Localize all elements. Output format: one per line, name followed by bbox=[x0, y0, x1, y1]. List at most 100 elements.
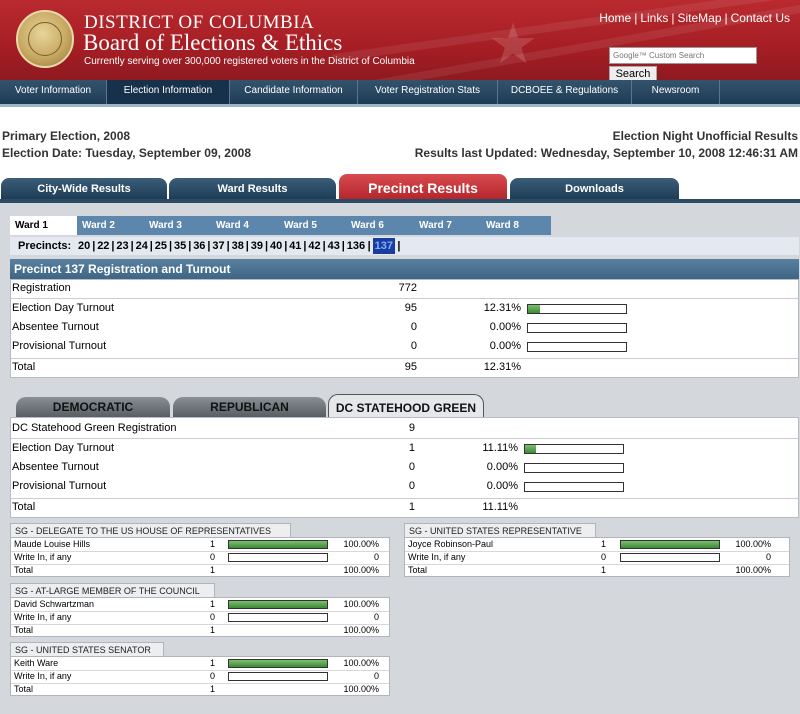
turnout-progress-bar bbox=[527, 342, 627, 352]
candidate-votes: 1 bbox=[209, 565, 215, 575]
turnout-row-percent: 11.11% bbox=[482, 442, 518, 454]
turnout-row-label: Total bbox=[12, 361, 36, 373]
turnout-progress-fill bbox=[525, 445, 536, 453]
link-separator: | bbox=[724, 11, 728, 25]
dc-seal-logo[interactable] bbox=[16, 10, 74, 68]
candidate-percent: 0 bbox=[373, 552, 379, 562]
precinct-link-42[interactable]: 42 bbox=[308, 240, 321, 252]
turnout-row-label: Election Day Turnout bbox=[12, 302, 115, 314]
candidate-name: Joyce Robinson-Paul bbox=[408, 539, 494, 549]
candidate-vote-fill bbox=[229, 541, 327, 548]
candidate-vote-bar bbox=[228, 553, 328, 562]
precinct-separator: | bbox=[303, 240, 307, 252]
site-title-line2: Board of Elections & Ethics bbox=[83, 30, 343, 55]
contest-total-label: Total bbox=[408, 565, 428, 575]
contest-total-label: Total bbox=[14, 625, 34, 635]
candidate-vote-bar bbox=[228, 613, 328, 622]
ward-tab-1[interactable]: Ward 1 bbox=[10, 216, 77, 235]
precinct-link-41[interactable]: 41 bbox=[289, 240, 302, 252]
search-button[interactable]: Search bbox=[609, 66, 657, 80]
candidate-name: Write In, if any bbox=[14, 671, 72, 681]
precinct-link-37[interactable]: 37 bbox=[212, 240, 225, 252]
nav-dcboee-regulations[interactable]: DCBOEE & Regulations bbox=[498, 80, 632, 104]
tab-ward-results[interactable]: Ward Results bbox=[169, 178, 336, 200]
candidate-percent: 100.00% bbox=[343, 684, 379, 694]
nav-election-information[interactable]: Election Information bbox=[107, 80, 230, 104]
ward-tab-3[interactable]: Ward 3 bbox=[149, 220, 182, 231]
precinct-link-40[interactable]: 40 bbox=[270, 240, 283, 252]
turnout-row-percent: 0.00% bbox=[489, 321, 521, 333]
precinct-link-136[interactable]: 136 bbox=[346, 240, 366, 252]
nav-candidate-information[interactable]: Candidate Information bbox=[230, 80, 358, 104]
contest-table bbox=[404, 537, 790, 577]
precinct-separator: | bbox=[111, 240, 115, 252]
precinct-separator: | bbox=[367, 240, 371, 252]
candidate-name: David Schwartzman bbox=[14, 599, 95, 609]
precinct-separator: | bbox=[226, 240, 230, 252]
turnout-title: Precinct 137 Registration and Turnout bbox=[10, 259, 799, 279]
ward-tab-2[interactable]: Ward 2 bbox=[82, 220, 115, 231]
tab-city-wide-results[interactable]: City-Wide Results bbox=[1, 178, 167, 200]
contest-row-divider bbox=[11, 670, 389, 671]
tab-democratic[interactable]: DEMOCRATIC bbox=[16, 397, 170, 418]
ward-tab-8[interactable]: Ward 8 bbox=[486, 220, 519, 231]
candidate-votes: 0 bbox=[209, 671, 215, 681]
precinct-link-38[interactable]: 38 bbox=[231, 240, 244, 252]
turnout-row-label: DC Statehood Green Registration bbox=[12, 422, 177, 434]
link-separator: | bbox=[634, 11, 638, 25]
precinct-separator: | bbox=[149, 240, 153, 252]
candidate-percent: 100.00% bbox=[343, 565, 379, 575]
precinct-link-137[interactable]: 137 bbox=[372, 238, 395, 254]
tab-bar bbox=[0, 199, 800, 203]
candidate-vote-bar bbox=[620, 540, 720, 549]
tab-dc-statehood-green[interactable]: DC STATEHOOD GREEN bbox=[328, 394, 484, 418]
contact-us-link[interactable]: Contact Us bbox=[730, 11, 790, 25]
candidate-votes: 1 bbox=[209, 684, 215, 694]
precinct-link-43[interactable]: 43 bbox=[327, 240, 340, 252]
links-link[interactable]: Links bbox=[640, 11, 669, 25]
nav-newsroom[interactable]: Newsroom bbox=[632, 80, 720, 104]
turnout-row-count: 95 bbox=[404, 302, 417, 314]
nav-voter-information[interactable]: Voter Information bbox=[0, 80, 107, 104]
ward-tab-5[interactable]: Ward 5 bbox=[284, 220, 317, 231]
turnout-row-count: 0 bbox=[410, 340, 417, 352]
precinct-link-25[interactable]: 25 bbox=[154, 240, 168, 252]
candidate-vote-fill bbox=[229, 660, 327, 667]
contest-title: SG - AT-LARGE MEMBER OF THE COUNCIL bbox=[10, 583, 215, 597]
ward-tab-6[interactable]: Ward 6 bbox=[351, 220, 384, 231]
search-input[interactable] bbox=[609, 47, 757, 64]
tab-downloads[interactable]: Downloads bbox=[510, 178, 679, 200]
precinct-link-39[interactable]: 39 bbox=[250, 240, 264, 252]
tab-republican[interactable]: REPUBLICAN bbox=[173, 397, 326, 418]
candidate-vote-bar bbox=[228, 600, 328, 609]
precinct-link-20[interactable]: 20 bbox=[78, 240, 91, 252]
precinct-link-35[interactable]: 35 bbox=[174, 240, 187, 252]
candidate-percent: 100.00% bbox=[735, 565, 771, 575]
star-icon: ★ bbox=[488, 12, 539, 75]
contest-total-label: Total bbox=[14, 565, 34, 575]
candidate-vote-fill bbox=[229, 601, 327, 608]
candidate-percent: 0 bbox=[373, 612, 379, 622]
turnout-row-percent: 12.31% bbox=[483, 361, 521, 373]
turnout-row-label: Absentee Turnout bbox=[12, 321, 99, 333]
precinct-link-23[interactable]: 23 bbox=[116, 240, 129, 252]
turnout-row-label: Absentee Turnout bbox=[12, 461, 99, 473]
precinct-separator: | bbox=[130, 240, 134, 252]
turnout-table bbox=[10, 279, 799, 378]
results-status: Election Night Unofficial Results bbox=[612, 129, 798, 143]
ward-tab-4[interactable]: Ward 4 bbox=[216, 220, 249, 231]
main-nav: Voter Information Election Information C… bbox=[0, 80, 800, 104]
precinct-link-36[interactable]: 36 bbox=[193, 240, 206, 252]
turnout-progress-bar bbox=[524, 444, 624, 454]
turnout-row-count: 0 bbox=[410, 321, 417, 333]
ward-tab-7[interactable]: Ward 7 bbox=[419, 220, 452, 231]
nav-voter-registration-stats[interactable]: Voter Registration Stats bbox=[358, 80, 498, 104]
candidate-votes: 0 bbox=[600, 552, 606, 562]
precinct-link-24[interactable]: 24 bbox=[135, 240, 148, 252]
row-divider bbox=[11, 438, 798, 439]
candidate-votes: 0 bbox=[209, 612, 215, 622]
tab-precinct-results[interactable]: Precinct Results bbox=[339, 174, 507, 200]
home-link[interactable]: Home bbox=[599, 11, 632, 25]
precinct-link-22[interactable]: 22 bbox=[97, 240, 110, 252]
sitemap-link[interactable]: SiteMap bbox=[677, 11, 722, 25]
